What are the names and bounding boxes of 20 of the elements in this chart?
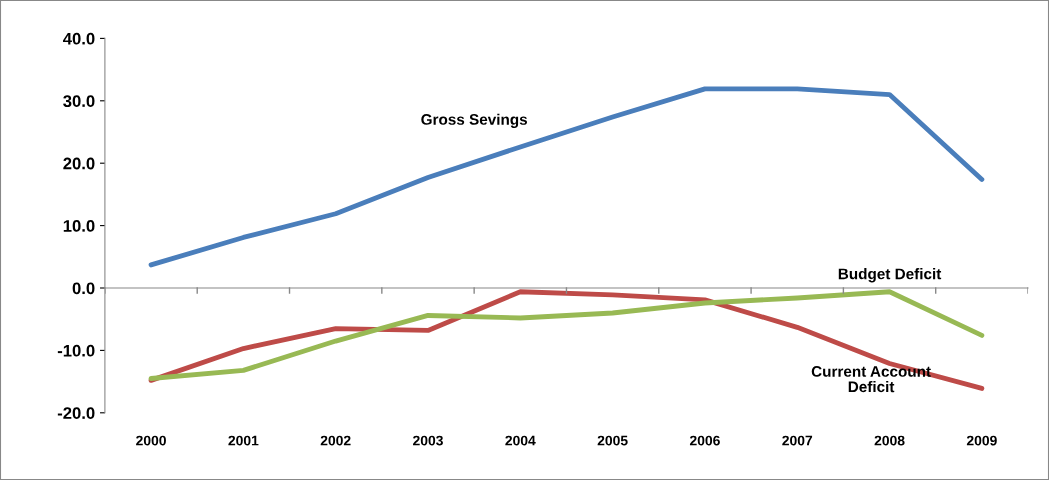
line-series: [148, 86, 985, 268]
x-tick-label: 2005: [597, 435, 628, 446]
x-tick-label: 2001: [228, 435, 259, 446]
y-tick-label: -10.0: [57, 344, 95, 357]
x-tick-label: 2006: [689, 435, 720, 446]
x-tick-label: 2007: [782, 435, 813, 446]
y-tick-label: -20.0: [57, 407, 95, 419]
y-tick-label: 30.0: [63, 95, 95, 108]
y-tick-label: 10.0: [63, 220, 95, 232]
x-tick-label: 2008: [874, 435, 905, 446]
x-tick-label: 2003: [413, 435, 443, 446]
y-tick-label: 0.0: [72, 282, 95, 295]
x-tick-label: 2009: [966, 435, 997, 446]
y-tick-label: 20.0: [63, 157, 95, 170]
series-label: Budget Deficit: [838, 268, 942, 283]
x-tick-label: 2004: [505, 435, 536, 446]
y-tick-label: 40.0: [63, 32, 95, 45]
series-label: Gross Sevings: [421, 113, 528, 128]
x-tick-label: 2002: [320, 435, 351, 446]
x-tick-label: 2000: [136, 435, 166, 446]
